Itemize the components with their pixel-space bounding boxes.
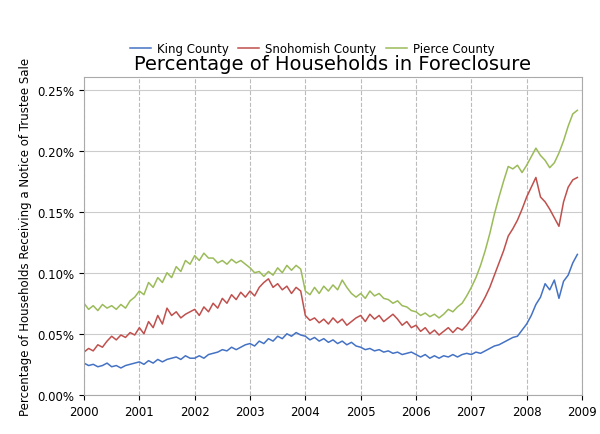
King County [136,359,143,365]
Snohomish County [159,322,166,327]
King County [569,261,577,266]
Title: Percentage of Households in Foreclosure: Percentage of Households in Foreclosure [134,55,532,74]
King County [509,335,517,340]
King County [316,339,323,344]
Pierce County [509,167,517,172]
Line: King County: King County [84,255,577,368]
Pierce County [574,108,581,114]
Snohomish County [505,234,512,239]
Snohomish County [131,332,139,338]
Pierce County [569,112,577,117]
Pierce County [159,280,166,286]
Line: Snohomish County: Snohomish County [84,178,577,352]
Legend: King County, Snohomish County, Pierce County: King County, Snohomish County, Pierce Co… [130,43,494,56]
King County [477,351,484,356]
Pierce County [311,285,318,290]
Pierce County [477,263,484,268]
Pierce County [131,295,139,300]
Snohomish County [532,175,539,181]
King County [163,357,170,362]
Snohomish County [472,311,479,316]
Pierce County [436,316,443,321]
Pierce County [80,301,88,306]
Snohomish County [311,316,318,321]
King County [574,252,581,257]
Y-axis label: Percentage of Households Receiving a Notice of Trustee Sale: Percentage of Households Receiving a Not… [19,58,32,415]
Snohomish County [574,175,581,181]
Snohomish County [80,350,88,355]
King County [117,365,124,371]
Line: Pierce County: Pierce County [84,111,577,318]
Snohomish County [569,178,577,183]
King County [80,361,88,366]
